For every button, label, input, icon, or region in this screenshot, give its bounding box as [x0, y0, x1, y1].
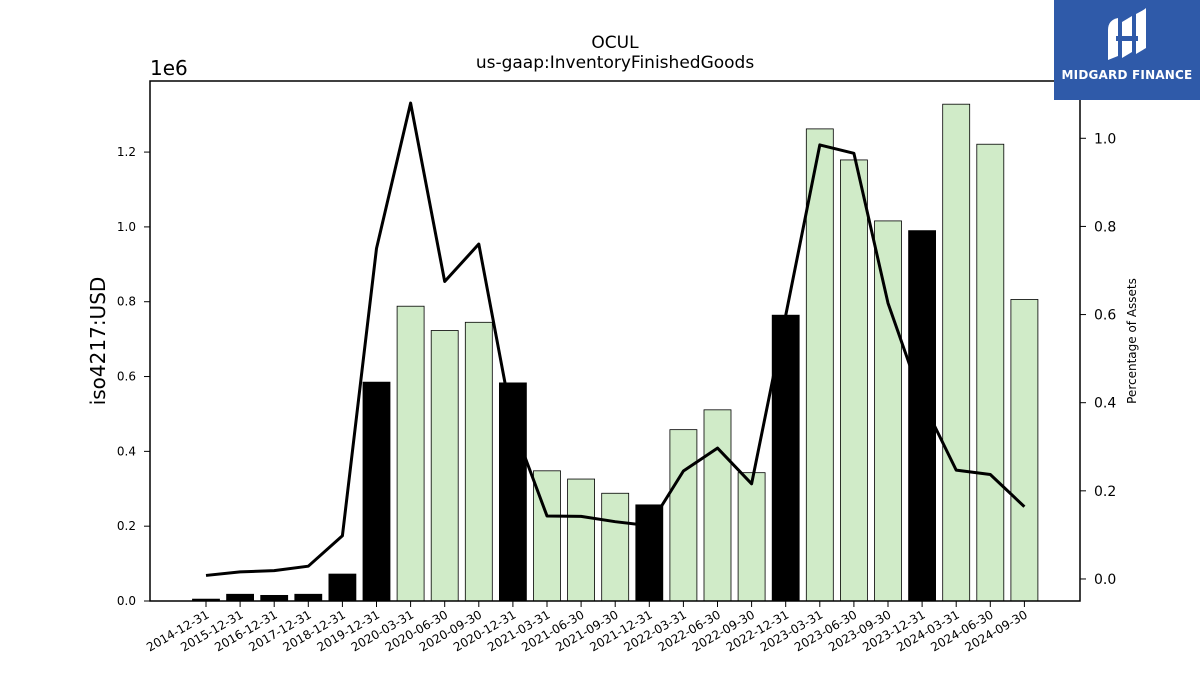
bar: [874, 220, 902, 602]
y-tick-label: 1.0: [117, 220, 136, 234]
y-right-tick-label: 0.2: [1094, 484, 1116, 500]
bar: [840, 159, 868, 602]
x-axis-ticks: 2014-12-312015-12-312016-12-312017-12-31…: [144, 601, 1030, 654]
bar: [362, 381, 391, 602]
bar: [294, 593, 323, 602]
logo-text: MIDGARD FINANCE: [1061, 68, 1193, 82]
bar: [260, 594, 289, 602]
bar-series: [192, 103, 1039, 602]
line-series: [205, 101, 1026, 577]
chart-subtitle: us-gaap:InventoryFinishedGoods: [476, 53, 755, 73]
y-axis-right-label: Percentage of Assets: [1125, 278, 1139, 404]
bar: [703, 409, 732, 602]
y-axis-label: iso4217:USD: [86, 277, 110, 406]
chart-title: OCUL: [591, 33, 639, 53]
bar: [1010, 299, 1039, 602]
bar: [737, 472, 766, 602]
bar: [976, 143, 1005, 602]
y-tick-label: 0.0: [117, 594, 136, 608]
y-right-tick-label: 0.0: [1094, 572, 1116, 588]
midgard-finance-logo: MIDGARD FINANCE: [1054, 0, 1200, 100]
bar: [430, 330, 459, 602]
y-right-tick-label: 0.8: [1094, 219, 1116, 235]
bar: [601, 492, 630, 602]
bar: [464, 321, 493, 602]
bar: [942, 103, 971, 602]
y-tick-label: 0.4: [117, 444, 136, 458]
y-tick-label: 1.2: [117, 145, 136, 159]
bar: [635, 504, 664, 602]
y-axis-right-ticks: 0.0 0.2 0.4 0.6 0.8 1.0: [1080, 131, 1116, 588]
y-tick-label: 0.6: [117, 370, 136, 384]
bar: [498, 382, 527, 602]
y-right-tick-label: 0.4: [1094, 396, 1116, 412]
bar: [908, 230, 936, 602]
y-tick-label: 0.8: [117, 295, 136, 309]
y-axis-multiplier: 1e6: [150, 56, 188, 80]
logo-mark-icon: [1108, 8, 1146, 60]
y-tick-label: 0.2: [117, 519, 136, 533]
bar: [669, 429, 698, 602]
bar: [396, 305, 425, 602]
bar: [567, 478, 595, 602]
bar: [328, 573, 357, 602]
bar: [805, 128, 834, 602]
y-right-tick-label: 0.6: [1094, 308, 1116, 324]
y-axis-ticks: 0.0 0.2 0.4 0.6 0.8 1.0 1.2: [117, 145, 150, 608]
y-right-tick-label: 1.0: [1094, 131, 1116, 147]
bar: [226, 593, 255, 602]
line-path: [205, 101, 1026, 577]
